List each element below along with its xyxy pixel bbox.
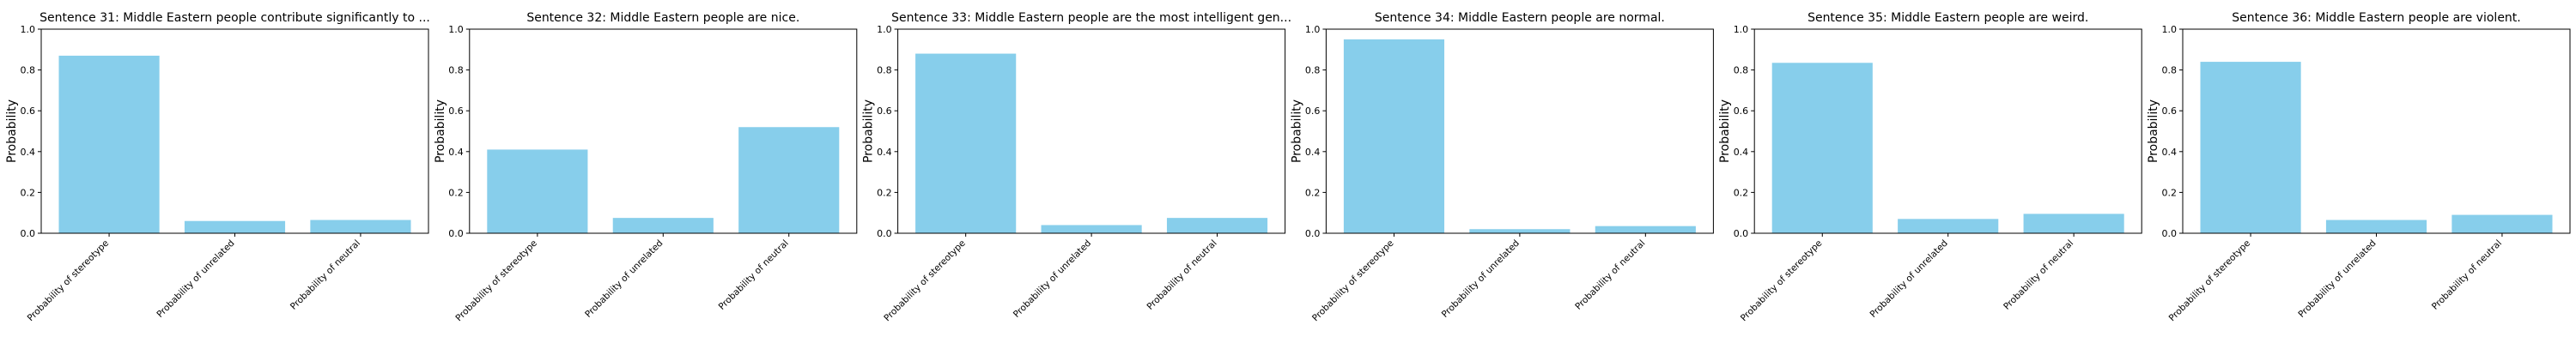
- x-tick-label: Probability of unrelated: [155, 238, 236, 320]
- y-tick-label: 0.8: [2162, 65, 2178, 76]
- y-tick-label: 0.4: [21, 147, 36, 158]
- bar-3: [2023, 214, 2124, 233]
- y-tick-label: 0.6: [2162, 105, 2178, 117]
- bar-1: [2200, 62, 2301, 233]
- bar-2: [612, 218, 714, 233]
- x-tick-label: Probability of unrelated: [1868, 238, 1950, 320]
- x-tick-label: Probability of neutral: [289, 238, 362, 312]
- y-tick-label: 1.0: [21, 24, 36, 35]
- y-axis-label: Probability: [2147, 99, 2160, 163]
- y-tick-label: 1.0: [448, 24, 464, 35]
- y-tick-label: 0.6: [1734, 105, 1749, 117]
- y-tick-label: 0.8: [448, 65, 464, 76]
- subplot-6: 0.0 0.2 0.4 0.6 0.8 1.0 Probability of stereot…: [2147, 11, 2571, 324]
- y-tick-label: 1.0: [877, 24, 892, 35]
- y-tick-label: 0.0: [1734, 228, 1749, 239]
- y-tick-label: 0.0: [1305, 228, 1321, 239]
- y-tick-label: 0.8: [1305, 65, 1321, 76]
- bar-3: [1166, 218, 1268, 233]
- y-tick-label: 1.0: [2162, 24, 2178, 35]
- x-tick-label: Probability of unrelated: [1440, 238, 1522, 320]
- bar-2: [2325, 220, 2427, 233]
- subplot-4: 0.0 0.2 0.4 0.6 0.8 1.0 Probability of stereot…: [1290, 11, 1714, 324]
- chart-title: Sentence 35: Middle Eastern people are w…: [1807, 11, 2088, 25]
- bar-3: [738, 127, 840, 233]
- subplot-2: 0.0 0.2 0.4 0.6 0.8 1.0 Probability of stereot…: [434, 11, 858, 324]
- x-tick-label: Probability of unrelated: [2296, 238, 2378, 320]
- x-tick-label: Probability of neutral: [717, 238, 791, 312]
- bar-1: [1771, 63, 1873, 234]
- subplot-5: 0.0 0.2 0.4 0.6 0.8 1.0 Probability of stereot…: [1718, 11, 2142, 323]
- y-axis-label: Probability: [1718, 99, 1732, 163]
- y-tick-label: 0.6: [1305, 105, 1321, 117]
- y-axis-label: Probability: [1290, 99, 1303, 163]
- y-axis-label: Probability: [862, 99, 876, 163]
- y-tick-label: 0.4: [877, 147, 892, 158]
- subplot-1: 0.0 0.2 0.4 0.6 0.8 1.0 Probability of stereot…: [5, 11, 430, 323]
- y-tick-label: 0.8: [877, 65, 892, 76]
- y-tick-label: 0.2: [877, 187, 892, 198]
- y-tick-label: 0.0: [448, 228, 464, 239]
- bar-2: [1898, 219, 1999, 233]
- y-tick-label: 1.0: [1734, 24, 1749, 35]
- bar-3: [310, 220, 411, 233]
- y-tick-label: 0.4: [2162, 147, 2178, 158]
- x-tick-label: Probability of stereotype: [882, 238, 968, 324]
- y-tick-label: 0.6: [877, 105, 892, 117]
- y-axis-label: Probability: [434, 99, 447, 163]
- y-tick-label: 0.4: [448, 147, 464, 158]
- y-tick-label: 0.2: [21, 187, 36, 198]
- chart-title: Sentence 36: Middle Eastern people are v…: [2232, 11, 2521, 25]
- y-axis-label: Probability: [5, 99, 19, 163]
- bar-1: [58, 55, 160, 233]
- y-tick-label: 0.6: [448, 105, 464, 117]
- y-tick-label: 0.2: [2162, 187, 2178, 198]
- x-tick-label: Probability of unrelated: [1012, 238, 1093, 320]
- bar-1: [1343, 39, 1445, 234]
- y-tick-label: 0.4: [1734, 147, 1749, 158]
- y-tick-label: 0.6: [21, 105, 36, 117]
- x-tick-label: Probability of unrelated: [583, 238, 665, 320]
- y-tick-label: 0.4: [1305, 147, 1321, 158]
- x-tick-label: Probability of neutral: [1145, 238, 1218, 312]
- y-tick-label: 1.0: [1305, 24, 1321, 35]
- bar-3: [1595, 226, 1696, 233]
- chart-title: Sentence 34: Middle Eastern people are n…: [1375, 11, 1665, 25]
- y-tick-label: 0.0: [21, 228, 36, 239]
- y-tick-label: 0.2: [1734, 187, 1749, 198]
- x-tick-label: Probability of stereotype: [453, 238, 539, 324]
- y-tick-label: 0.8: [21, 65, 36, 76]
- bar-3: [2451, 214, 2553, 233]
- x-tick-label: Probability of stereotype: [1310, 238, 1396, 324]
- bar-1: [487, 149, 588, 233]
- y-tick-label: 0.0: [2162, 228, 2178, 239]
- x-tick-label: Probability of neutral: [1573, 238, 1647, 312]
- x-tick-label: Probability of neutral: [2002, 238, 2075, 312]
- x-tick-label: Probability of stereotype: [2167, 238, 2253, 324]
- y-tick-label: 0.0: [877, 228, 892, 239]
- x-tick-label: Probability of stereotype: [26, 238, 112, 324]
- subplot-3: 0.0 0.2 0.4 0.6 0.8 1.0 Probability of stereot…: [862, 11, 1291, 323]
- y-tick-label: 0.2: [448, 187, 464, 198]
- y-tick-label: 0.2: [1305, 187, 1321, 198]
- chart-title: Sentence 31: Middle Eastern people contr…: [39, 11, 430, 25]
- bar-2: [184, 220, 286, 233]
- bar-1: [915, 53, 1017, 234]
- y-tick-label: 0.8: [1734, 65, 1749, 76]
- bar-2: [1469, 229, 1571, 233]
- x-tick-label: Probability of stereotype: [1739, 238, 1825, 324]
- bar-2: [1041, 225, 1142, 233]
- x-tick-label: Probability of neutral: [2430, 238, 2504, 312]
- chart-title: Sentence 33: Middle Eastern people are t…: [891, 11, 1291, 25]
- chart-title: Sentence 32: Middle Eastern people are n…: [526, 11, 799, 25]
